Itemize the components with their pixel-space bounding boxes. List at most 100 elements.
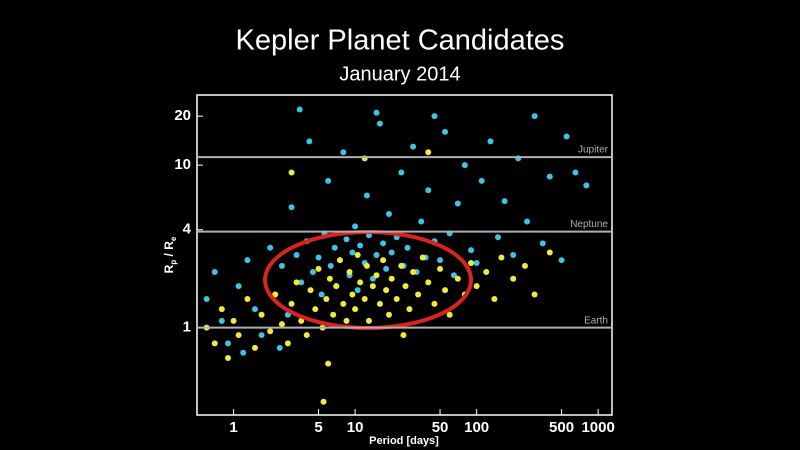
point bbox=[442, 128, 449, 135]
point bbox=[340, 149, 347, 156]
point bbox=[309, 268, 316, 275]
point bbox=[510, 275, 517, 282]
point bbox=[393, 296, 400, 303]
point bbox=[410, 143, 417, 150]
point bbox=[415, 291, 422, 298]
reference-label: Jupiter bbox=[578, 145, 609, 156]
point bbox=[315, 265, 322, 272]
point bbox=[288, 300, 295, 307]
point bbox=[293, 251, 300, 258]
point bbox=[296, 106, 303, 113]
point bbox=[240, 349, 247, 356]
point bbox=[258, 332, 265, 339]
y-tick-label: 10 bbox=[174, 156, 191, 173]
point bbox=[352, 306, 359, 313]
point bbox=[343, 236, 350, 243]
point bbox=[442, 287, 449, 294]
point bbox=[446, 311, 453, 318]
plot-area bbox=[203, 106, 590, 405]
point bbox=[478, 177, 485, 184]
chart-title: Kepler Planet Candidates bbox=[236, 25, 565, 57]
point bbox=[487, 138, 494, 145]
point bbox=[373, 272, 380, 279]
point bbox=[267, 328, 274, 335]
point bbox=[461, 162, 468, 169]
point bbox=[363, 192, 370, 199]
point bbox=[352, 223, 359, 230]
point bbox=[454, 275, 461, 282]
point bbox=[373, 251, 380, 258]
point bbox=[546, 173, 553, 180]
x-tick-label: 1000 bbox=[581, 419, 614, 436]
point bbox=[357, 279, 364, 286]
point bbox=[425, 279, 432, 286]
point bbox=[225, 355, 232, 362]
point bbox=[276, 344, 283, 351]
point bbox=[278, 262, 285, 269]
point bbox=[312, 306, 319, 313]
point bbox=[380, 257, 387, 264]
x-tick-label: 5 bbox=[314, 419, 322, 436]
point bbox=[235, 332, 242, 339]
point bbox=[419, 254, 426, 261]
point bbox=[531, 291, 538, 298]
point bbox=[306, 138, 313, 145]
x-axis-label: Period [days] bbox=[369, 435, 439, 447]
point bbox=[454, 200, 461, 207]
point bbox=[258, 311, 265, 318]
point bbox=[473, 283, 480, 290]
point bbox=[230, 317, 237, 324]
y-label-part: / R bbox=[162, 241, 176, 260]
point bbox=[450, 272, 457, 279]
point bbox=[376, 120, 383, 127]
x-tick-label: 10 bbox=[347, 419, 364, 436]
point bbox=[369, 283, 376, 290]
point bbox=[380, 240, 387, 247]
point bbox=[244, 257, 251, 264]
chart-subtitle: January 2014 bbox=[339, 63, 460, 85]
point bbox=[211, 340, 218, 347]
point bbox=[418, 218, 425, 225]
point bbox=[425, 187, 432, 194]
point bbox=[278, 321, 285, 328]
point bbox=[510, 251, 517, 258]
point bbox=[361, 296, 368, 303]
point bbox=[325, 360, 332, 367]
point bbox=[400, 332, 407, 339]
point bbox=[333, 283, 340, 290]
point bbox=[402, 283, 409, 290]
x-tick-label: 1 bbox=[229, 419, 237, 436]
point bbox=[437, 257, 444, 264]
point bbox=[583, 182, 590, 189]
point bbox=[318, 291, 325, 298]
point bbox=[406, 306, 413, 313]
point bbox=[483, 268, 490, 275]
point bbox=[340, 300, 347, 307]
point bbox=[346, 268, 353, 275]
point bbox=[376, 300, 383, 307]
point bbox=[327, 262, 334, 269]
point bbox=[320, 398, 327, 405]
y-tick-label: 4 bbox=[183, 221, 192, 238]
point bbox=[501, 198, 508, 205]
point bbox=[531, 113, 538, 120]
point bbox=[349, 249, 356, 256]
point bbox=[365, 317, 372, 324]
point bbox=[235, 283, 242, 290]
point bbox=[218, 306, 225, 313]
point bbox=[225, 340, 232, 347]
point bbox=[218, 317, 225, 324]
point bbox=[203, 296, 210, 303]
point bbox=[388, 275, 395, 282]
point bbox=[404, 244, 411, 251]
point bbox=[491, 296, 498, 303]
point bbox=[323, 296, 330, 303]
point bbox=[272, 291, 279, 298]
point bbox=[363, 262, 370, 269]
point bbox=[385, 311, 392, 318]
point bbox=[251, 344, 258, 351]
point bbox=[437, 265, 444, 272]
x-tick-label: 500 bbox=[549, 419, 574, 436]
